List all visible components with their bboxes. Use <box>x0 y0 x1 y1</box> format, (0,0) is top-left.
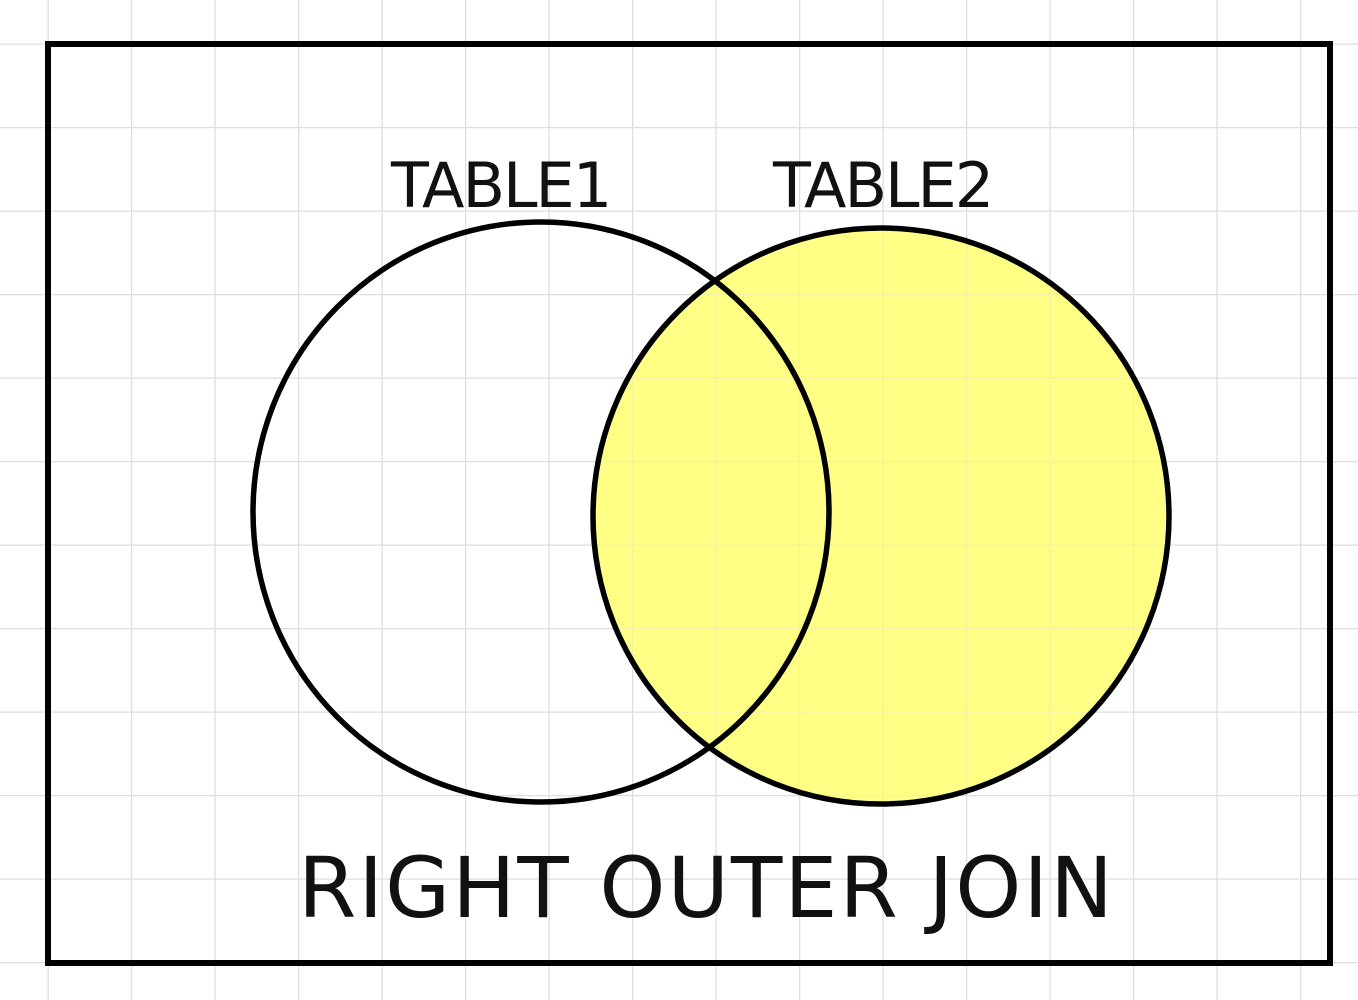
diagram-frame <box>45 41 1333 966</box>
diagram-title: RIGHT OUTER JOIN <box>298 839 1115 937</box>
table2-circle <box>590 225 1172 807</box>
table1-circle <box>250 219 832 805</box>
table2-label: TABLE2 <box>772 149 992 222</box>
table2-grid-overlay <box>593 228 1169 804</box>
table1-label: TABLE1 <box>390 149 610 222</box>
